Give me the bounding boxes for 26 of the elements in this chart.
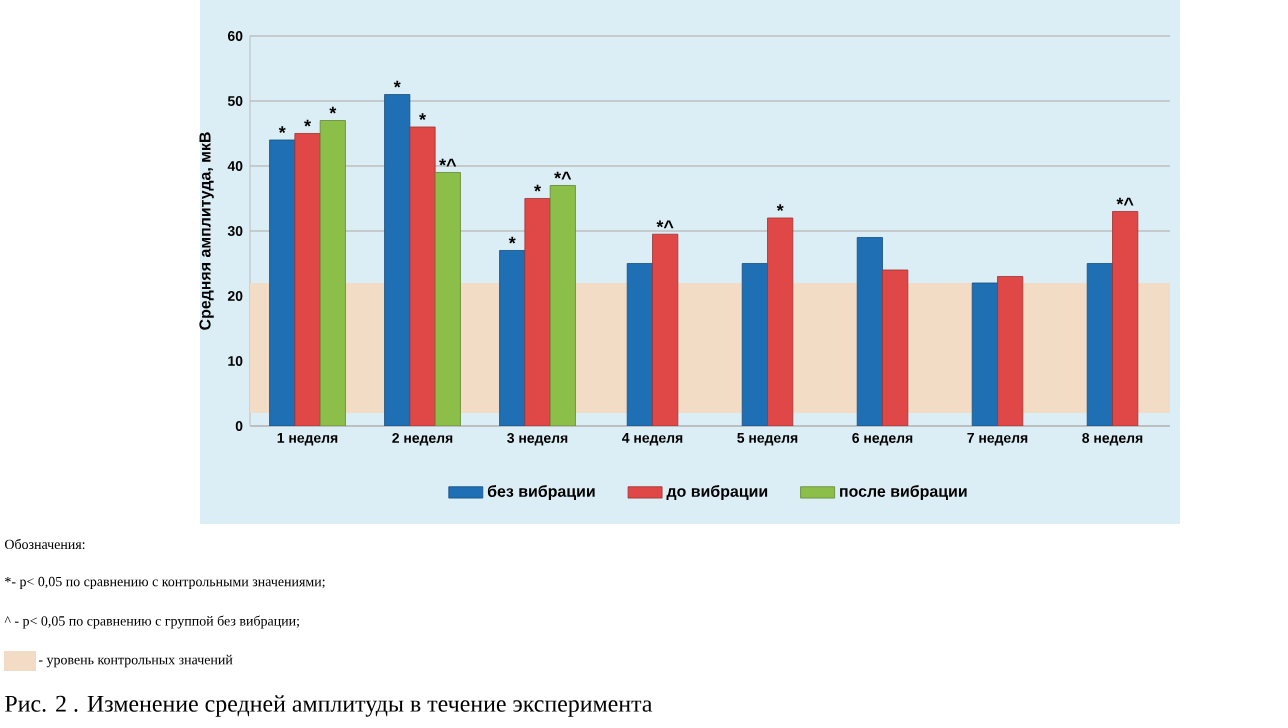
annotation: * <box>304 119 311 127</box>
annotation: *^ <box>656 220 674 229</box>
bar <box>856 237 883 426</box>
annotation: * <box>508 236 516 244</box>
bar <box>882 269 909 426</box>
bar <box>269 139 296 426</box>
bar <box>1086 263 1113 426</box>
bar <box>434 172 461 426</box>
annotation: * <box>278 126 286 133</box>
annotation: * <box>393 80 401 88</box>
bar <box>1112 211 1139 426</box>
annotation: * <box>419 113 426 120</box>
annotation: *^ <box>439 158 457 167</box>
annotation: * <box>776 204 784 211</box>
annotation: * <box>534 184 541 192</box>
bar <box>384 94 411 426</box>
text: Рис. 2 . Изменение средней амплитуды в течение эксперимента <box>5 695 653 717</box>
bar <box>294 133 321 426</box>
annotation: *^ <box>1116 197 1134 206</box>
bar <box>971 282 998 426</box>
bar <box>549 185 576 426</box>
annotation: *^ <box>554 171 572 180</box>
annotation: * <box>329 106 337 114</box>
bar <box>409 126 436 426</box>
bar <box>319 120 346 426</box>
bar <box>997 276 1024 426</box>
